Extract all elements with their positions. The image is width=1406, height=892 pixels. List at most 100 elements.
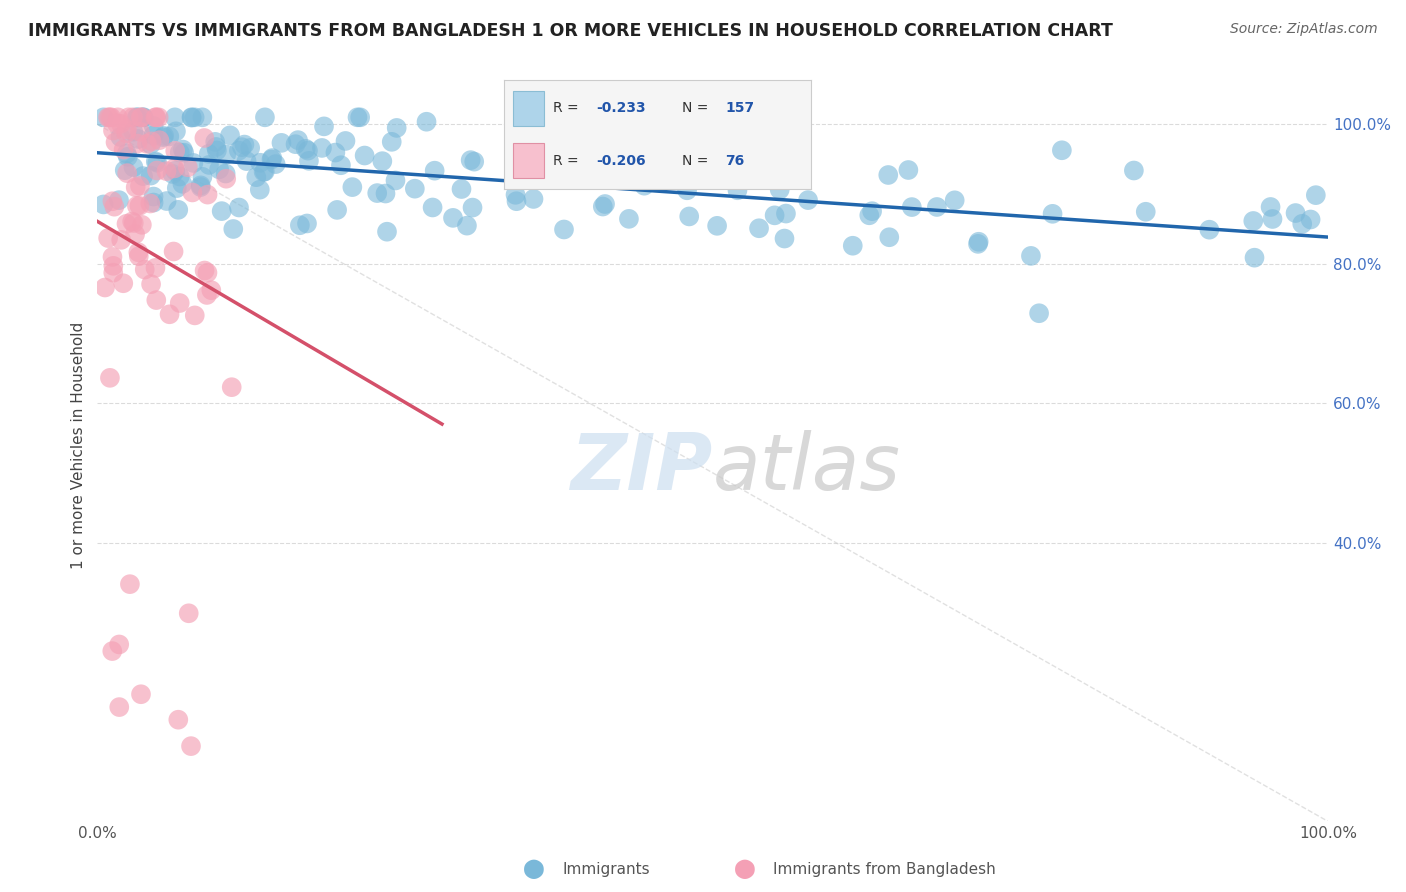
Point bbox=[553, 222, 575, 236]
Text: Immigrants: Immigrants bbox=[562, 863, 650, 877]
Point bbox=[600, 160, 623, 174]
Point bbox=[142, 189, 165, 203]
Point bbox=[371, 154, 394, 169]
Point bbox=[107, 111, 129, 125]
Point bbox=[172, 177, 194, 191]
Point bbox=[125, 111, 148, 125]
Point bbox=[925, 200, 948, 214]
Point bbox=[1243, 251, 1265, 265]
Point bbox=[129, 111, 152, 125]
Point bbox=[763, 208, 786, 222]
Point bbox=[295, 217, 318, 231]
Point bbox=[183, 111, 205, 125]
Point bbox=[311, 141, 333, 155]
Point bbox=[200, 283, 222, 297]
Point bbox=[145, 111, 167, 125]
Point bbox=[678, 210, 700, 224]
Point bbox=[1241, 214, 1264, 228]
Point bbox=[122, 111, 145, 125]
Point bbox=[139, 277, 162, 292]
Point bbox=[239, 141, 262, 155]
Point bbox=[108, 193, 131, 207]
Point bbox=[163, 111, 186, 125]
Point bbox=[127, 136, 149, 151]
Point bbox=[131, 111, 153, 125]
Point bbox=[146, 163, 169, 178]
Point bbox=[228, 144, 250, 158]
Point bbox=[208, 162, 231, 177]
Point bbox=[166, 181, 188, 195]
Point bbox=[132, 111, 155, 125]
Point bbox=[127, 111, 149, 125]
Point bbox=[287, 133, 309, 147]
Point bbox=[172, 143, 194, 157]
Point bbox=[335, 134, 357, 148]
Point bbox=[108, 637, 131, 651]
Point bbox=[325, 145, 347, 160]
Point bbox=[101, 194, 124, 209]
Point bbox=[349, 111, 371, 125]
Point bbox=[381, 135, 404, 149]
Point bbox=[264, 157, 287, 171]
Point bbox=[967, 235, 990, 249]
Point bbox=[127, 132, 149, 146]
Point bbox=[163, 161, 186, 176]
Point bbox=[385, 120, 408, 135]
Point bbox=[124, 227, 146, 242]
Point bbox=[1122, 163, 1144, 178]
Point bbox=[129, 687, 152, 701]
Point bbox=[114, 163, 136, 178]
Point bbox=[110, 117, 132, 131]
Point bbox=[215, 171, 238, 186]
Point bbox=[1028, 306, 1050, 320]
Point bbox=[748, 221, 770, 235]
Text: atlas: atlas bbox=[713, 430, 901, 506]
Point bbox=[1019, 249, 1042, 263]
Point bbox=[112, 277, 135, 291]
Point bbox=[366, 186, 388, 200]
Text: Immigrants from Bangladesh: Immigrants from Bangladesh bbox=[773, 863, 995, 877]
Point bbox=[716, 170, 738, 185]
Point bbox=[197, 147, 219, 161]
Point bbox=[204, 135, 226, 149]
Point bbox=[162, 244, 184, 259]
Point bbox=[198, 158, 221, 172]
Point bbox=[112, 143, 135, 157]
Point bbox=[463, 154, 485, 169]
Point bbox=[450, 182, 472, 196]
Point bbox=[97, 111, 120, 125]
Text: IMMIGRANTS VS IMMIGRANTS FROM BANGLADESH 1 OR MORE VEHICLES IN HOUSEHOLD CORRELA: IMMIGRANTS VS IMMIGRANTS FROM BANGLADESH… bbox=[28, 22, 1114, 40]
Point bbox=[1260, 200, 1282, 214]
Point bbox=[1299, 212, 1322, 227]
Text: ZIP: ZIP bbox=[571, 430, 713, 506]
Point bbox=[97, 231, 120, 245]
Point bbox=[346, 111, 368, 125]
Point bbox=[775, 206, 797, 220]
Point bbox=[132, 169, 155, 183]
Point bbox=[197, 266, 219, 280]
Point bbox=[860, 204, 883, 219]
Point bbox=[195, 288, 218, 302]
Point bbox=[214, 167, 236, 181]
Point bbox=[575, 172, 598, 186]
Point bbox=[101, 250, 124, 264]
Point bbox=[193, 131, 215, 145]
Text: ⬤: ⬤ bbox=[734, 860, 756, 880]
Point bbox=[128, 199, 150, 213]
Point bbox=[197, 187, 219, 202]
Point bbox=[145, 260, 167, 275]
Point bbox=[676, 183, 699, 197]
Point bbox=[329, 158, 352, 172]
Point bbox=[142, 119, 165, 133]
Point bbox=[167, 713, 190, 727]
Point bbox=[93, 197, 115, 211]
Point bbox=[122, 125, 145, 139]
Point bbox=[520, 158, 543, 172]
Point bbox=[769, 183, 792, 197]
Point bbox=[183, 156, 205, 170]
Point bbox=[145, 111, 167, 125]
Point bbox=[215, 147, 238, 161]
Point bbox=[115, 122, 138, 136]
Point bbox=[384, 173, 406, 187]
Point bbox=[165, 144, 187, 158]
